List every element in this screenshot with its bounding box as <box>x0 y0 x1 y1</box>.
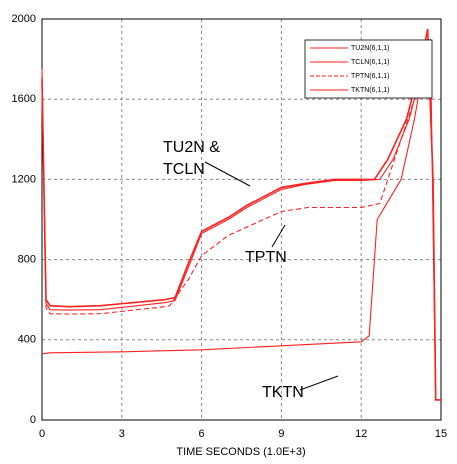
legend-label: TKTN(6,1,1) <box>351 87 390 94</box>
annotation-leader <box>299 375 339 391</box>
annotation: TPTN <box>245 249 287 266</box>
annotation: TCLN <box>163 161 205 178</box>
legend-label: TPTN(6,1,1) <box>351 73 390 80</box>
x-tick-label: 9 <box>278 428 284 440</box>
plot-frame <box>41 18 442 421</box>
x-tick-label: 3 <box>119 428 125 440</box>
legend-label: TCLN(6,1,1) <box>351 59 390 66</box>
x-tick-label: 0 <box>39 428 45 440</box>
legend-box <box>304 39 433 99</box>
annotation-leader <box>204 161 251 187</box>
legend-label: TU2N(6,1,1) <box>351 45 390 52</box>
y-tick-label: 1200 <box>12 173 36 185</box>
annotation-leader <box>271 224 286 248</box>
series-line <box>41 38 437 400</box>
y-tick-label: 1600 <box>12 93 36 105</box>
y-tick-label: 0 <box>30 414 36 426</box>
y-tick-label: 800 <box>18 254 36 266</box>
annotation: TKTN <box>262 384 304 401</box>
y-tick-label: 2000 <box>12 13 36 25</box>
x-tick-label: 12 <box>355 428 367 440</box>
y-tick-label: 400 <box>18 334 36 346</box>
annotation: TU2N & <box>163 139 220 156</box>
x-tick-label: 6 <box>199 428 205 440</box>
x-axis-label: TIME SECONDS (1.0E+3) <box>176 446 305 458</box>
x-tick-label: 15 <box>435 428 447 440</box>
